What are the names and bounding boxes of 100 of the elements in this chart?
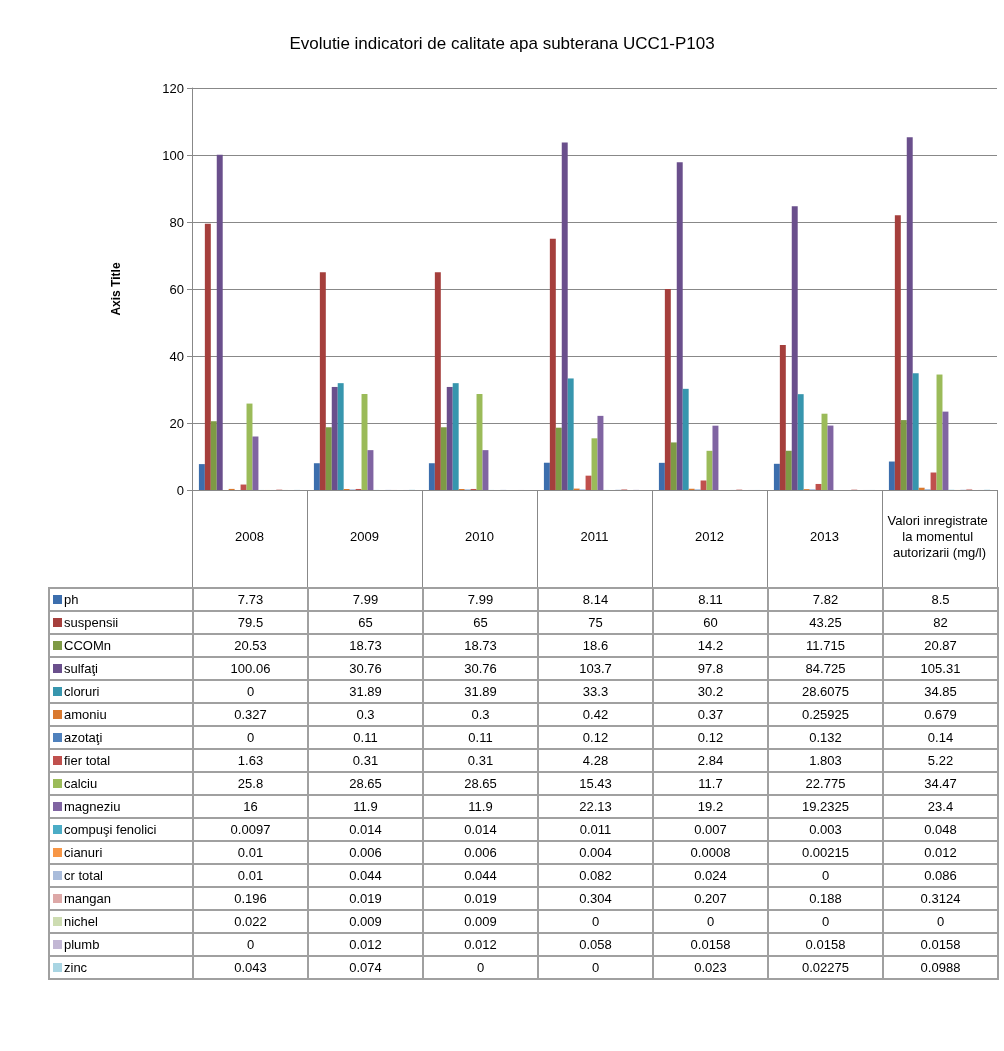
legend-label: calciu: [49, 772, 193, 795]
data-label: 0.012: [883, 841, 998, 864]
data-label: 0.01: [193, 864, 308, 887]
data-label: 8.5: [883, 588, 998, 611]
data-label: 100.06: [193, 657, 308, 680]
data-label: 0.014: [308, 818, 423, 841]
data-label: 11.715: [768, 634, 883, 657]
x-tick-label: 2013: [810, 528, 839, 544]
data-label: 0.196: [193, 887, 308, 910]
data-label: 25.8: [193, 772, 308, 795]
y-tick-label: 60: [169, 281, 184, 297]
y-tick-label: 0: [176, 482, 184, 498]
data-label: 0.009: [308, 910, 423, 933]
data-label: 84.725: [768, 657, 883, 680]
data-label: 0.007: [653, 818, 768, 841]
data-label: 31.89: [423, 680, 538, 703]
legend-label: fier total: [49, 749, 193, 772]
data-label: 28.6075: [768, 680, 883, 703]
x-tick-label: 2012: [695, 528, 724, 544]
data-label: 14.2: [653, 634, 768, 657]
data-label: 0.0008: [653, 841, 768, 864]
legend-label: nichel: [49, 910, 193, 933]
data-label: 0.014: [423, 818, 538, 841]
data-label: 0.31: [308, 749, 423, 772]
legend-label: azotaţi: [49, 726, 193, 749]
data-label: 0.086: [883, 864, 998, 887]
data-label: 0.0158: [883, 933, 998, 956]
data-label: 30.2: [653, 680, 768, 703]
data-label: 60: [653, 611, 768, 634]
data-label: 34.85: [883, 680, 998, 703]
x-tick-label: 2009: [350, 528, 379, 544]
data-label: 0: [193, 726, 308, 749]
data-label: 0: [768, 910, 883, 933]
data-label: 34.47: [883, 772, 998, 795]
legend-label: cloruri: [49, 680, 193, 703]
data-label: 0.12: [653, 726, 768, 749]
data-label: 0: [193, 680, 308, 703]
legend-label: CCOMn: [49, 634, 193, 657]
data-label: 0.012: [308, 933, 423, 956]
data-label: 30.76: [308, 657, 423, 680]
data-label: 82: [883, 611, 998, 634]
data-label: 0.132: [768, 726, 883, 749]
data-label: 0.0158: [768, 933, 883, 956]
data-label: 97.8: [653, 657, 768, 680]
data-label: 2.84: [653, 749, 768, 772]
data-label: 1.803: [768, 749, 883, 772]
data-label: 43.25: [768, 611, 883, 634]
data-label: 0.188: [768, 887, 883, 910]
data-label: 19.2325: [768, 795, 883, 818]
data-label: 8.14: [538, 588, 653, 611]
data-label: 8.11: [653, 588, 768, 611]
data-label: 0.024: [653, 864, 768, 887]
legend-label: compuşi fenolici: [49, 818, 193, 841]
data-label: 0.01: [193, 841, 308, 864]
data-label: 22.13: [538, 795, 653, 818]
data-label: 0.02275: [768, 956, 883, 979]
data-label: 7.99: [423, 588, 538, 611]
data-label: 0.0988: [883, 956, 998, 979]
data-label: 0.3: [308, 703, 423, 726]
data-label: 79.5: [193, 611, 308, 634]
legend-label: zinc: [49, 956, 193, 979]
data-label: 0.327: [193, 703, 308, 726]
data-label: 0.00215: [768, 841, 883, 864]
data-label: 33.3: [538, 680, 653, 703]
x-tick-label: 2010: [465, 528, 494, 544]
data-label: 0.044: [423, 864, 538, 887]
data-label: 0.009: [423, 910, 538, 933]
data-label: 0.31: [423, 749, 538, 772]
data-label: 0.074: [308, 956, 423, 979]
data-label: 0.082: [538, 864, 653, 887]
data-label: 0.022: [193, 910, 308, 933]
data-label: 0: [653, 910, 768, 933]
data-label: 0: [538, 910, 653, 933]
y-tick-label: 20: [169, 415, 184, 431]
y-tick-label: 40: [169, 348, 184, 364]
data-label: 7.82: [768, 588, 883, 611]
data-label: 0.207: [653, 887, 768, 910]
data-label: 23.4: [883, 795, 998, 818]
legend-label: cianuri: [49, 841, 193, 864]
data-label: 0.006: [423, 841, 538, 864]
legend-label: ph: [49, 588, 193, 611]
data-label: 0.12: [538, 726, 653, 749]
data-label: 0.023: [653, 956, 768, 979]
data-label: 0.011: [538, 818, 653, 841]
x-tick-label: Valori inregistrate la momentul autorizarii (mg/l): [887, 512, 992, 560]
data-label: 0.0158: [653, 933, 768, 956]
data-label: 28.65: [423, 772, 538, 795]
data-label: 0.012: [423, 933, 538, 956]
data-label: 0.14: [883, 726, 998, 749]
data-label: 0.42: [538, 703, 653, 726]
y-tick-label: 120: [162, 80, 184, 96]
data-label: 0.679: [883, 703, 998, 726]
data-label: 0.11: [308, 726, 423, 749]
legend-label: mangan: [49, 887, 193, 910]
data-label: 0.048: [883, 818, 998, 841]
legend-label: cr total: [49, 864, 193, 887]
data-label: 0.003: [768, 818, 883, 841]
data-label: 0: [423, 956, 538, 979]
data-label: 105.31: [883, 657, 998, 680]
data-label: 5.22: [883, 749, 998, 772]
